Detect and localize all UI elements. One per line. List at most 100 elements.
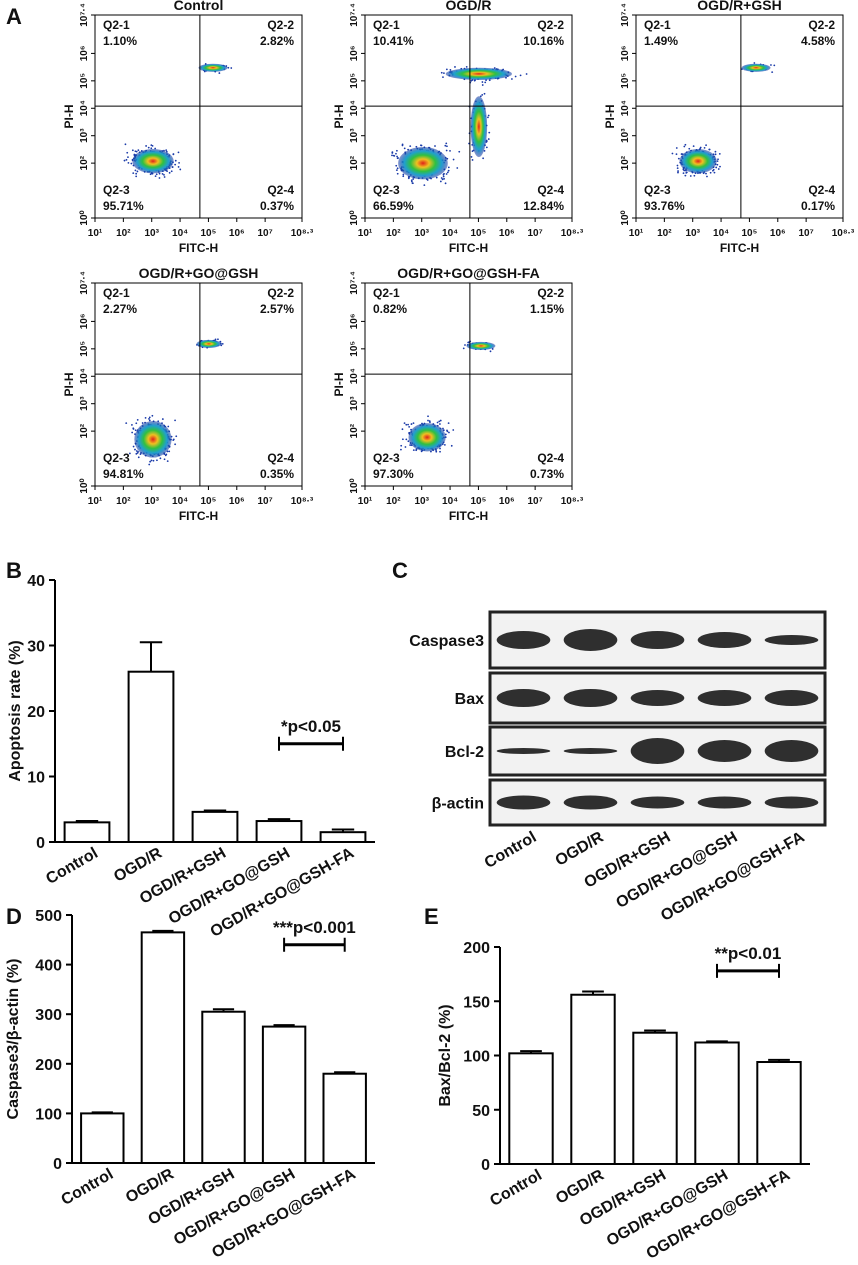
density-dot (714, 150, 717, 153)
density-dot (174, 163, 177, 166)
density-dot (395, 169, 398, 172)
density-dot (671, 152, 674, 155)
density-dot (447, 166, 450, 169)
density-dot (441, 178, 444, 181)
quadrant-name: Q2-3 (373, 183, 400, 197)
density-dot (159, 457, 162, 460)
y-axis-label: Bax/Bcl-2 (%) (437, 1004, 454, 1106)
density-dot (706, 175, 708, 178)
density-dot (130, 162, 133, 165)
y-tick-label: 10² (349, 423, 360, 438)
density-dot (716, 163, 719, 166)
density-dot (174, 159, 177, 162)
density-dot (230, 67, 233, 69)
density-dot (429, 421, 431, 424)
quadrant-name: Q2-1 (103, 18, 130, 32)
blot-band (764, 740, 819, 762)
density-dot (489, 350, 492, 353)
density-dot (177, 166, 180, 168)
density-dot (144, 416, 147, 419)
density-dot (427, 415, 429, 418)
density-dot (440, 177, 443, 179)
bar (191, 810, 239, 843)
density-dot (409, 145, 412, 148)
density-dot (396, 157, 399, 160)
x-axis-label: FITC-H (179, 241, 218, 255)
density-dot (481, 93, 484, 96)
y-tick-label: 10⁴ (79, 100, 90, 116)
density-dot (174, 443, 177, 446)
density-dot (409, 444, 412, 446)
quadrant-name: Q2-4 (267, 183, 294, 197)
bar (127, 670, 175, 844)
x-tick-label: 10⁵ (471, 496, 487, 507)
density-dot (677, 157, 680, 160)
density-core (679, 148, 717, 174)
density-dot (148, 417, 150, 420)
quadrant-name: Q2-4 (267, 451, 294, 465)
flow-panel: Control 10¹ 10² 10³ 10⁴ 10⁵ 10⁶ 10⁷ 10⁸·³ 10⁰ 10² 1… (62, 0, 314, 255)
chart-title: OGD/R+GO@GSH (139, 265, 259, 281)
density-dot (435, 176, 438, 179)
y-tick-label: 10⁰ (79, 210, 90, 225)
density-dot (446, 145, 448, 148)
density-dot (391, 151, 394, 154)
bar (570, 993, 616, 1165)
annotation: **p<0.01 (715, 944, 782, 963)
x-tick-label: 10⁴ (442, 228, 458, 239)
bar (63, 821, 111, 843)
density-dot (158, 177, 161, 179)
y-tick-label: 10⁶ (349, 314, 360, 330)
y-tick-label: 10³ (79, 396, 90, 411)
density-dot (452, 429, 455, 431)
y-tick-label: 200 (463, 940, 490, 957)
density-dot (410, 423, 413, 425)
density-dot (396, 155, 398, 158)
density-dot (719, 165, 721, 168)
density-dot (434, 145, 436, 147)
y-tick-label: 10⁷·⁴ (349, 271, 360, 295)
density-dot (442, 173, 445, 176)
x-tick-label: 10⁶ (499, 496, 515, 507)
density-dot (158, 172, 161, 175)
y-tick-label: 0 (36, 835, 45, 852)
density-dot (178, 161, 180, 164)
panel-label: D (6, 904, 22, 929)
quadrant-name: Q2-4 (537, 183, 564, 197)
x-tick-label: OGD/R (553, 829, 607, 870)
density-dot (167, 425, 170, 428)
quadrant-percent: 0.73% (530, 467, 564, 481)
density-core (134, 421, 172, 458)
plot-frame (635, 14, 844, 219)
density-dot (511, 78, 513, 80)
density-cloud (671, 62, 776, 178)
density-dot (771, 71, 774, 74)
blot-band (697, 740, 752, 762)
density-dot (423, 184, 426, 187)
density-dot (688, 147, 691, 150)
flow-panel: OGD/R+GO@GSH-FA 10¹ 10² 10³ 10⁴ 10⁵ 10⁶ 10⁷ 10⁸·… (332, 265, 584, 523)
density-dot (484, 81, 487, 84)
density-dot (217, 338, 219, 341)
y-tick-label: 10⁴ (79, 368, 90, 384)
y-tick-label: 10⁴ (620, 100, 631, 116)
density-dot (470, 79, 472, 82)
x-axis-label: FITC-H (449, 241, 488, 255)
quadrant-percent: 66.59% (373, 199, 414, 213)
density-dot (682, 168, 685, 171)
density-dot (161, 172, 164, 175)
density-dot (411, 182, 414, 184)
density-dot (462, 347, 465, 350)
density-dot (470, 156, 473, 158)
x-tick-label: 10⁴ (713, 228, 729, 239)
density-dot (124, 143, 127, 146)
density-dot (127, 162, 130, 164)
density-dot (163, 174, 165, 176)
density-dot (407, 423, 409, 426)
x-tick-label: 10⁷ (528, 228, 543, 239)
y-tick-label: 10⁵ (79, 341, 90, 357)
panel-label: C (392, 558, 408, 583)
x-tick-label: OGD/R (111, 845, 165, 886)
blot-band (630, 796, 685, 809)
